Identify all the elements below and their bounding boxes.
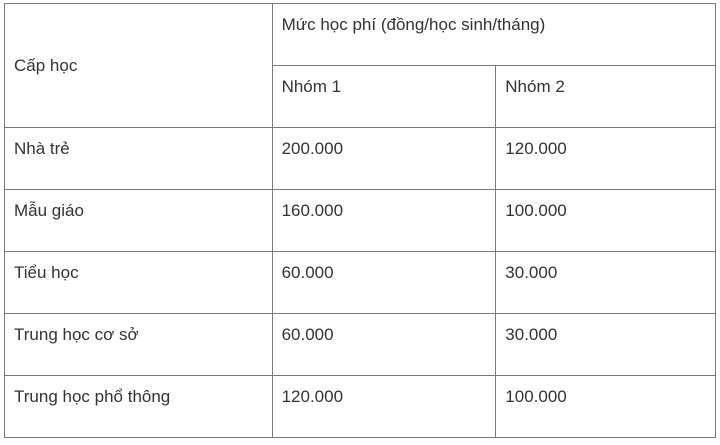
- cell-group1: 60.000: [271, 251, 497, 314]
- cell-level: Trung học cơ sở: [4, 313, 273, 376]
- cell-group1: 120.000: [271, 375, 497, 438]
- table-row: Nhà trẻ 200.000 120.000: [4, 127, 716, 190]
- subheader-row: Nhóm 1 Nhóm 2: [5, 65, 716, 128]
- cell-level: Nhà trẻ: [4, 127, 273, 190]
- cell-level: Mẫu giáo: [4, 189, 273, 252]
- header-row: Cấp học Mức học phí (đồng/học sinh/tháng…: [4, 3, 717, 128]
- header-group2: Nhóm 2: [495, 65, 716, 128]
- cell-group2: 100.000: [495, 375, 716, 438]
- cell-group1: 160.000: [271, 189, 497, 252]
- header-group1: Nhóm 1: [271, 65, 497, 128]
- table-row: Trung học phổ thông 120.000 100.000: [4, 375, 716, 438]
- table-row: Tiểu học 60.000 30.000: [4, 251, 716, 314]
- header-level: Cấp học: [4, 3, 273, 128]
- cell-level: Tiểu học: [4, 251, 273, 314]
- cell-level: Trung học phổ thông: [4, 375, 273, 438]
- cell-group2: 100.000: [495, 189, 716, 252]
- cell-group2: 30.000: [495, 251, 716, 314]
- header-fee: Mức học phí (đồng/học sinh/tháng): [271, 3, 717, 66]
- table-row: Trung học cơ sở 60.000 30.000: [4, 313, 716, 376]
- cell-group2: 30.000: [495, 313, 716, 376]
- cell-group1: 60.000: [271, 313, 497, 376]
- cell-group1: 200.000: [271, 127, 497, 190]
- tuition-fee-table: Cấp học Mức học phí (đồng/học sinh/tháng…: [4, 3, 717, 438]
- cell-group2: 120.000: [495, 127, 716, 190]
- table-row: Mẫu giáo 160.000 100.000: [4, 189, 716, 252]
